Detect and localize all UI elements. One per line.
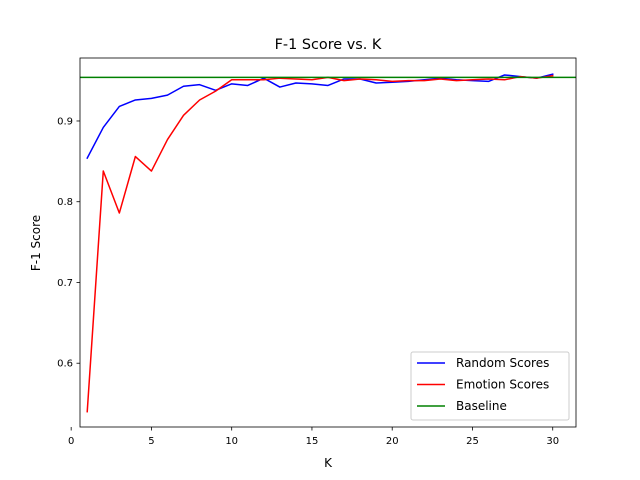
legend-frame [410,351,570,421]
x-tick-label: 25 [466,436,479,447]
legend-label-emotion-scores: Emotion Scores [456,378,549,392]
series-line-random-scores [86,73,554,160]
y-tick-label: 0.8 [57,197,73,208]
x-tick-label: 15 [306,436,319,447]
x-tick-label: 0 [68,436,74,447]
x-tick-label: 20 [386,436,399,447]
legend-label-baseline: Baseline [456,399,507,413]
x-tick-label: 5 [148,436,154,447]
series-line-emotion-scores [86,74,554,413]
plot-frame [79,57,577,428]
legend-label-random-scores: Random Scores [456,356,549,370]
legend: Random Scores Emotion Scores Baseline [410,351,570,421]
x-tick-label: 10 [225,436,238,447]
chart-title: F-1 Score vs. K [275,37,382,53]
y-axis-label: F-1 Score [29,215,43,271]
y-tick-label: 0.7 [57,278,73,289]
y-tick-label: 0.6 [57,359,73,370]
x-tick-label: 30 [546,436,559,447]
y-tick-label: 0.9 [57,116,73,127]
x-axis-label: K [324,456,333,470]
